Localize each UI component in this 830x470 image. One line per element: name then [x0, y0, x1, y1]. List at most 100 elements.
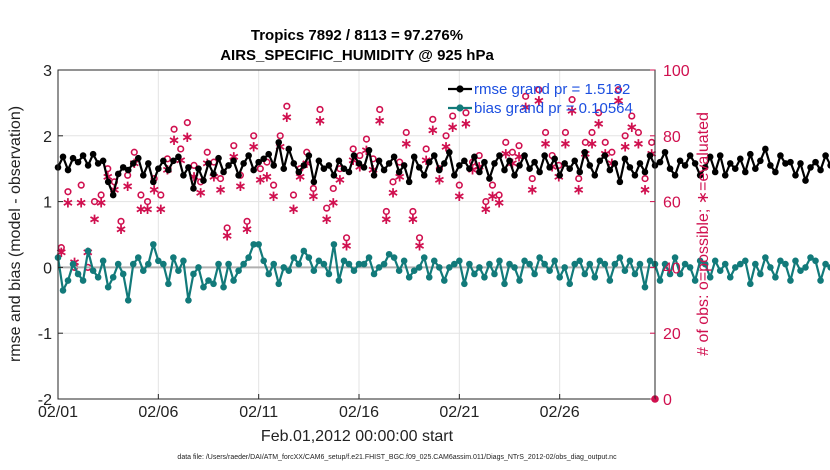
bias-point-129 — [701, 260, 709, 268]
rmse-point-73 — [420, 171, 428, 179]
rmse-point-26 — [185, 164, 192, 171]
rmse-series — [54, 139, 830, 199]
obs-possible-marker-55 — [422, 145, 430, 153]
obs-possible-marker-71 — [528, 174, 536, 183]
bias-point-50 — [305, 254, 313, 261]
rmse-point-44 — [275, 139, 283, 146]
rmse-point-41 — [260, 155, 267, 163]
obs-possible-marker-85 — [621, 132, 629, 140]
legend: rmse grand pr = 1.5132 bias grand pr = 0… — [448, 81, 633, 117]
bias-point-38 — [245, 254, 252, 261]
rmse-point-132 — [716, 152, 724, 159]
bias-point-46 — [285, 267, 293, 274]
bias-point-60 — [355, 260, 363, 268]
obs-evaluated-marker-61: ∗ — [460, 116, 473, 133]
rmse-point-153 — [822, 152, 829, 159]
bias-series — [54, 241, 830, 304]
rmse-point-76 — [435, 166, 443, 174]
obs-possible-marker-26 — [230, 142, 238, 150]
obs-evaluated-marker-78: ∗ — [572, 181, 585, 198]
rmse-point-36 — [235, 171, 242, 179]
rmse-point-115 — [631, 171, 639, 179]
obs-possible-marker-5 — [90, 198, 99, 206]
bias-point-131 — [711, 257, 719, 265]
obs-evaluated-marker-72: ∗ — [533, 93, 546, 110]
obs-possible-marker-0 — [57, 244, 65, 252]
rmse-point-123 — [671, 171, 679, 179]
bias-point-124 — [676, 270, 684, 278]
bias-point-13 — [119, 270, 127, 278]
y2-tick-label-1: 20 — [663, 326, 681, 343]
rmse-point-71 — [410, 153, 418, 161]
bias-point-33 — [220, 283, 227, 291]
rmse-point-112 — [616, 178, 624, 186]
bias-point-23 — [170, 254, 177, 261]
obs-possible-marker-33 — [276, 132, 284, 140]
y-tick-label-5: 3 — [43, 63, 52, 80]
rmse-point-64 — [375, 157, 383, 165]
obs-possible-marker-78 — [575, 174, 583, 183]
rmse-point-107 — [591, 171, 599, 179]
obs-possible-marker-49 — [382, 207, 390, 216]
rmse-point-109 — [601, 152, 609, 159]
obs-possible-marker-29 — [250, 132, 258, 140]
rmse-point-15 — [129, 160, 137, 167]
bias-point-96 — [536, 254, 543, 261]
obs-possible-marker-19 — [183, 119, 191, 127]
obs-possible-marker-53 — [409, 207, 417, 216]
obs-evaluated-marker-21: ∗ — [194, 185, 207, 202]
obs-possible-marker-18 — [177, 145, 185, 153]
obs-evaluated-marker-35: ∗ — [287, 201, 300, 218]
rmse-point-102 — [566, 165, 574, 172]
obs-possible-marker-69 — [515, 142, 523, 150]
rmse-point-128 — [696, 171, 704, 179]
bias-point-40 — [255, 241, 262, 248]
chart-title: Tropics 7892 / 8113 = 97.276% — [251, 27, 463, 44]
obs-possible-marker-44 — [349, 145, 357, 153]
rmse-point-87 — [491, 160, 498, 167]
rmse-point-114 — [626, 164, 634, 171]
rmse-point-148 — [797, 160, 804, 167]
bias-point-41 — [260, 257, 267, 265]
y2-tick-label-2: 40 — [663, 260, 681, 277]
bias-point-121 — [661, 260, 669, 268]
rmse-point-57 — [340, 165, 348, 172]
rmse-point-52 — [315, 157, 323, 165]
rmse-point-74 — [425, 158, 433, 166]
bias-point-127 — [691, 277, 699, 284]
x-tick-label-2: 02/11 — [239, 404, 278, 421]
obs-possible-marker-73 — [541, 128, 550, 137]
bias-point-62 — [365, 254, 373, 261]
obs-possible-marker-77 — [568, 96, 576, 104]
rmse-point-19 — [150, 178, 157, 186]
bias-point-79 — [451, 260, 458, 268]
obs-possible-marker-84 — [614, 86, 623, 94]
bias-point-55 — [330, 241, 338, 248]
bias-point-135 — [731, 264, 739, 271]
rmse-point-135 — [731, 165, 739, 172]
obs-evaluated-marker-73: ∗ — [539, 135, 552, 152]
rmse-point-100 — [556, 171, 563, 179]
bias-point-136 — [736, 260, 744, 268]
rmse-point-39 — [250, 166, 257, 174]
rmse-point-118 — [646, 152, 654, 159]
rmse-point-77 — [440, 160, 448, 167]
bias-point-67 — [390, 254, 398, 261]
bias-point-58 — [345, 260, 353, 268]
obs-evaluated-marker-57: ∗ — [433, 172, 446, 189]
rmse-point-143 — [772, 168, 779, 176]
obs-possible-marker-86 — [628, 112, 636, 120]
bias-point-48 — [295, 260, 303, 268]
obs-possible-marker-66 — [495, 191, 503, 199]
bias-point-6 — [84, 247, 92, 255]
bias-point-89 — [501, 280, 508, 288]
rmse-point-20 — [155, 165, 162, 172]
obs-possible-marker-35 — [289, 191, 298, 199]
obs-evaluated-marker-70: ∗ — [519, 99, 532, 116]
rmse-point-142 — [767, 162, 774, 169]
x-tick-label-4: 02/21 — [439, 404, 479, 421]
bias-point-116 — [636, 260, 644, 268]
rmse-point-45 — [280, 165, 288, 172]
rmse-point-124 — [676, 157, 684, 165]
bias-point-97 — [541, 260, 548, 268]
